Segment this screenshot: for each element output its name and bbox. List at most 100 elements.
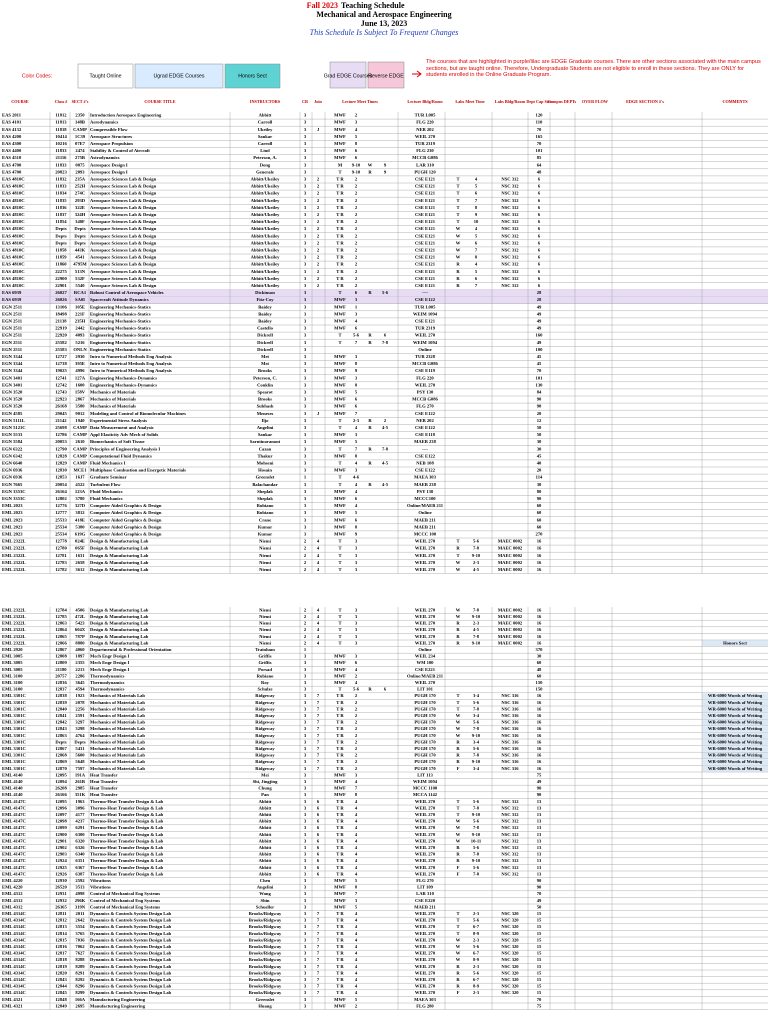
cell: MWF xyxy=(334,878,346,883)
cell: R xyxy=(456,964,460,969)
cell: Abbitt/Ukeiley xyxy=(251,240,281,245)
comment-cell xyxy=(702,719,768,726)
cell: 3 xyxy=(304,461,307,466)
cell: 4 xyxy=(355,984,358,989)
cell: 6 xyxy=(538,198,541,203)
cell: 322E xyxy=(75,205,85,210)
cell: T xyxy=(456,539,459,544)
cell: 16 xyxy=(537,553,542,558)
cell: Abbitt/Ukeiley xyxy=(251,205,281,210)
cell: EGN 3401 xyxy=(2,375,23,380)
cell: 2-3 xyxy=(473,990,480,995)
cell: Rubiano xyxy=(257,510,275,515)
cell: 40 xyxy=(537,461,542,466)
legend-item: Taught Online xyxy=(89,73,121,79)
column-header: Labs Meet Time xyxy=(455,99,484,104)
cell: T R xyxy=(336,964,344,969)
cell: 6387 xyxy=(75,871,85,876)
cell: 340F xyxy=(75,219,85,224)
cell: Ridgeway xyxy=(255,726,275,731)
cell: MAEB 211 xyxy=(414,517,436,522)
cell: 16 xyxy=(537,634,542,639)
cell: Aerospace Sciences Lab & Design xyxy=(90,212,157,217)
cell: 3 xyxy=(304,878,307,883)
cell: 4 xyxy=(355,911,358,916)
cell: 6 xyxy=(538,240,541,245)
cell: 7062 xyxy=(75,944,85,949)
cell: EML 2322L xyxy=(2,567,26,572)
cell: Mechanics of Materials Lab xyxy=(90,726,145,731)
cell: Dynamics & Controls System Design Lab xyxy=(90,911,172,916)
cell: 3 xyxy=(304,951,307,956)
cell: 296K xyxy=(75,898,86,903)
cell: 6 xyxy=(384,333,387,338)
cell: WEIL 270 xyxy=(415,799,436,804)
cell: 2 xyxy=(355,283,358,288)
cell: 100 xyxy=(536,347,544,352)
cell: 3 xyxy=(355,539,358,544)
cell: 0075 xyxy=(75,162,85,167)
cell: 2 xyxy=(355,269,358,274)
cell: 2 xyxy=(355,198,358,203)
cell: 12820 xyxy=(55,970,67,975)
cell: 11812 xyxy=(55,113,67,118)
cell: 3 xyxy=(304,832,307,837)
column-header: Dept Cap Size xyxy=(526,99,551,104)
cell: 7627 xyxy=(75,951,85,956)
cell: 2 xyxy=(355,739,358,744)
cell: 16 xyxy=(537,706,542,711)
cell: 4 xyxy=(355,977,358,982)
cell: NSC 312 xyxy=(501,255,519,260)
cell: 2350 xyxy=(75,113,85,118)
cell: WR-6000 Words of Writing xyxy=(708,706,763,711)
cell: 9-10 xyxy=(472,832,481,837)
cell: 3 xyxy=(304,812,307,817)
cell: 2930 xyxy=(75,354,85,359)
cell: MWF xyxy=(334,660,346,665)
cell: 4 xyxy=(355,812,358,817)
cell: 6 xyxy=(355,326,358,331)
cell: 90 xyxy=(537,878,542,883)
cell: EML 4147C xyxy=(2,858,26,863)
cell: NSC 320 xyxy=(501,931,519,936)
cell: 12844 xyxy=(55,984,67,989)
cell: NSC 312 xyxy=(501,865,519,870)
cell: 7-8 xyxy=(473,607,480,612)
cell: Aerospace Sciences Lab & Design xyxy=(90,248,157,253)
cell: Mechanics of Materials xyxy=(90,404,136,409)
cell: W xyxy=(456,255,461,260)
cell: 85 xyxy=(537,155,542,160)
cell: 8288 xyxy=(75,957,85,962)
cell: 6 xyxy=(538,283,541,288)
cell: EML 3301C xyxy=(2,759,26,764)
comment-cell xyxy=(702,739,768,746)
cell: Brooks/Ridgway xyxy=(249,911,282,916)
cell: Thermo-Heat Transfer Design & Lab xyxy=(90,858,164,863)
cell: EML 3301C xyxy=(2,693,26,698)
cell: 3 xyxy=(304,720,307,725)
cell: 5 xyxy=(355,134,358,139)
cell: NSC 316 xyxy=(501,720,519,725)
cell: 50 xyxy=(537,904,542,909)
cell: 19025 xyxy=(55,368,67,373)
cell: EGN 2511 xyxy=(2,311,23,316)
cell: Sankar xyxy=(258,432,272,437)
header-row xyxy=(0,94,768,110)
cell: FLG 220 xyxy=(416,120,434,125)
cell: Fluid Mechanics xyxy=(90,496,123,501)
cell: Carroll xyxy=(258,141,273,146)
cell: T R xyxy=(336,838,344,843)
cell: Mechanics of Materials Lab xyxy=(90,739,145,744)
cell: 3 xyxy=(304,532,307,537)
cell: CSE E121 xyxy=(415,255,436,260)
cell: 49 xyxy=(537,326,542,331)
cell: MWF xyxy=(334,654,346,659)
cell: 50 xyxy=(537,425,542,430)
cell: EGN 3401 xyxy=(2,382,23,387)
cell: 7 xyxy=(317,944,320,949)
cell: Graduate Seminar xyxy=(90,475,127,480)
cell: 3 xyxy=(304,852,307,857)
cell: 70 xyxy=(537,891,542,896)
cell: WEIL 270 xyxy=(415,951,436,956)
cell: 235A xyxy=(75,177,86,182)
